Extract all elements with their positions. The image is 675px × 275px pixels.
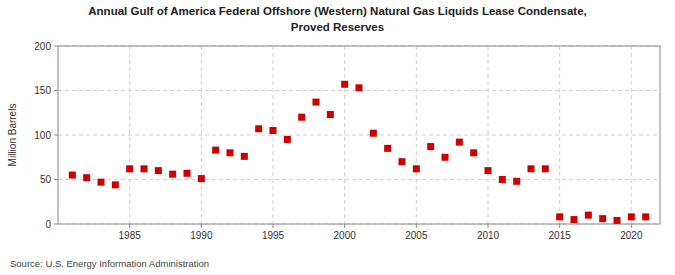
point — [585, 212, 592, 219]
point — [341, 81, 348, 88]
point — [327, 111, 334, 118]
tick-label: 2000 — [334, 230, 357, 241]
axis-label: Million Barrels — [7, 104, 18, 167]
tick — [54, 135, 58, 136]
point — [227, 149, 234, 156]
point — [255, 125, 262, 132]
tick — [54, 179, 58, 180]
tick — [54, 224, 58, 225]
point — [83, 174, 90, 181]
point — [642, 213, 649, 220]
tick — [54, 46, 58, 47]
annotation: Source: U.S. Energy Information Administ… — [10, 258, 209, 269]
point — [442, 154, 449, 161]
tick — [416, 224, 417, 228]
point — [499, 176, 506, 183]
subtitle: Proved Reserves — [291, 21, 384, 33]
point — [456, 139, 463, 146]
grid-line — [58, 179, 660, 180]
point — [399, 158, 406, 165]
axes: 0 50 100 150 200 1985 1990 1995 2000 2005 2010 2015… — [34, 41, 660, 242]
tick-label: 150 — [34, 85, 51, 96]
tick-label: 1995 — [262, 230, 285, 241]
point — [198, 175, 205, 182]
tick — [631, 224, 632, 228]
point — [413, 165, 420, 172]
tick-label: 1985 — [119, 230, 142, 241]
chart: Annual Gulf of America Federal Offshore … — [0, 0, 675, 275]
points — [69, 81, 649, 224]
tick-label: 0 — [45, 219, 51, 230]
tick — [129, 224, 130, 228]
tick-label: 100 — [34, 130, 51, 141]
point — [356, 84, 363, 91]
title: Annual Gulf of America Federal Offshore … — [88, 5, 586, 17]
tick-label: 2015 — [549, 230, 572, 241]
point — [542, 165, 549, 172]
tick-label: 2010 — [477, 230, 500, 241]
grid — [58, 46, 660, 224]
grid-line — [416, 46, 417, 224]
tick — [54, 90, 58, 91]
grid-line — [129, 46, 130, 224]
point — [427, 143, 434, 150]
grid-line — [631, 46, 632, 224]
point — [599, 215, 606, 222]
point — [112, 181, 119, 188]
tick-label: 50 — [40, 174, 52, 185]
grid-line — [273, 46, 274, 224]
point — [98, 179, 105, 186]
point — [485, 167, 492, 174]
point — [614, 217, 621, 224]
point — [212, 147, 219, 154]
point — [313, 99, 320, 106]
tick — [344, 224, 345, 228]
point — [270, 127, 277, 134]
point — [141, 165, 148, 172]
point — [528, 165, 535, 172]
point — [370, 130, 377, 137]
tick — [488, 224, 489, 228]
point — [69, 172, 76, 179]
point — [571, 216, 578, 223]
point — [513, 178, 520, 185]
grid-line — [201, 46, 202, 224]
point — [126, 165, 133, 172]
point — [384, 145, 391, 152]
tick — [559, 224, 560, 228]
tick-label: 1990 — [190, 230, 213, 241]
point — [241, 153, 248, 160]
plot-area — [58, 46, 660, 224]
tick-label: 200 — [34, 41, 51, 52]
point — [169, 171, 176, 178]
grid-line — [488, 46, 489, 224]
point — [628, 213, 635, 220]
point — [298, 114, 305, 121]
tick — [201, 224, 202, 228]
grid-line — [58, 135, 660, 136]
tick-label: 2005 — [405, 230, 428, 241]
tick — [273, 224, 274, 228]
grid-line — [559, 46, 560, 224]
plot-frame — [58, 46, 660, 224]
point — [556, 213, 563, 220]
tick-label: 2020 — [620, 230, 643, 241]
point — [470, 149, 477, 156]
grid-line — [344, 46, 345, 224]
point — [184, 170, 191, 177]
point — [155, 167, 162, 174]
point — [284, 136, 291, 143]
